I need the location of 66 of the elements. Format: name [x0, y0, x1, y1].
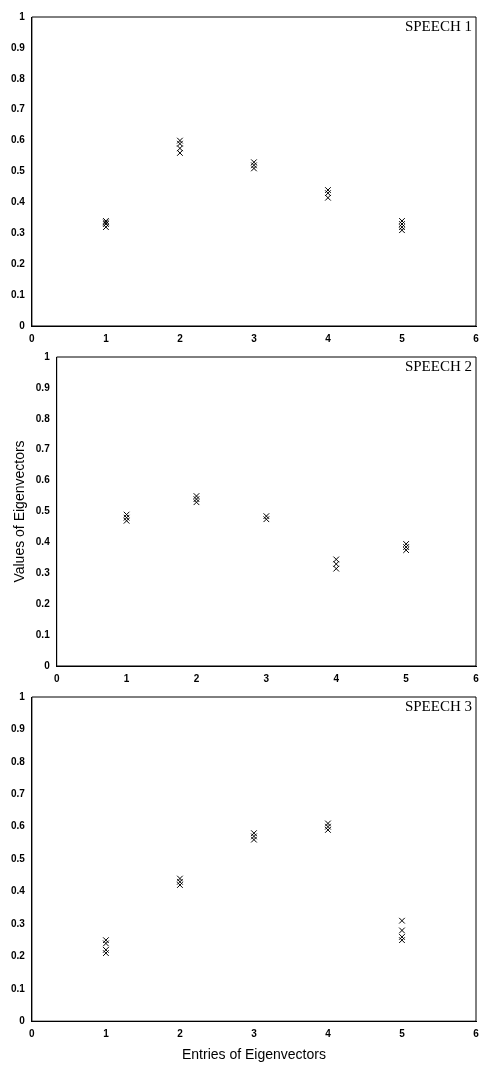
x-tick-label: 2 — [177, 332, 184, 344]
y-tick-label: 0 — [19, 319, 26, 331]
y-tick-label: 0.7 — [11, 103, 26, 115]
y-tick-label: 0.4 — [11, 196, 26, 208]
point — [263, 512, 270, 520]
y-tick-label: 1 — [19, 10, 26, 22]
x-tick-label: 1 — [103, 1027, 110, 1039]
annotation: SPEECH 3 — [404, 698, 472, 715]
point — [250, 833, 258, 840]
y-tick-label: 0.5 — [11, 165, 26, 177]
y-tick-label: 0.2 — [35, 597, 51, 609]
y-tick-label: 0.3 — [11, 227, 26, 239]
y-axis-title: Values of Eigenvectors — [11, 440, 28, 583]
y-tick-label: 0.4 — [11, 885, 26, 897]
y-tick-label: 0.8 — [11, 755, 26, 767]
y-tick-label: 0.1 — [11, 288, 26, 300]
x-tick-label: 6 — [473, 1027, 480, 1039]
annotation: SPEECH 2 — [404, 358, 472, 375]
y-tick-label: 0.6 — [11, 134, 26, 146]
y-tick-label: 1 — [44, 350, 51, 362]
y-tick-label: 0.6 — [35, 474, 51, 486]
y-tick-label: 0.8 — [11, 72, 26, 84]
point — [263, 515, 270, 523]
y-tick-label: 0.9 — [11, 41, 26, 53]
point — [176, 140, 184, 148]
x-tick-label: 5 — [399, 332, 406, 344]
y-tick-label: 0.3 — [35, 567, 51, 579]
x-tick-label: 6 — [473, 332, 480, 344]
y-tick-label: 0.4 — [35, 536, 51, 548]
point — [250, 161, 258, 169]
y-tick-label: 1 — [19, 690, 26, 702]
y-tick-label: 0.1 — [35, 628, 51, 640]
x-tick-label: 4 — [325, 1027, 332, 1039]
y-tick-label: 0.2 — [11, 950, 26, 962]
x-tick-label: 3 — [251, 1027, 258, 1039]
y-tick-label: 0.5 — [35, 505, 51, 517]
y-tick-label: 0 — [44, 659, 51, 671]
x-tick-label: 1 — [123, 672, 130, 684]
x-tick-label: 2 — [193, 672, 200, 684]
x-tick-label: 4 — [325, 332, 332, 344]
x-tick-label: 2 — [177, 1027, 184, 1039]
y-tick-label: 0.8 — [35, 412, 51, 424]
x-tick-label: 3 — [263, 672, 270, 684]
point — [193, 495, 200, 503]
y-tick-label: 0.7 — [35, 443, 51, 455]
x-tick-label: 4 — [333, 672, 340, 684]
y-tick-label: 0.7 — [11, 788, 26, 800]
y-tick-label: 0.6 — [11, 820, 26, 832]
y-tick-label: 0.9 — [35, 381, 51, 393]
y-tick-label: 0.1 — [11, 982, 26, 994]
point — [398, 917, 406, 925]
x-tick-label: 6 — [473, 672, 480, 684]
x-tick-label: 0 — [53, 672, 60, 684]
y-tick-label: 0 — [19, 1014, 26, 1026]
x-tick-label: 1 — [103, 332, 110, 344]
point — [332, 560, 340, 568]
y-tick-label: 0.9 — [11, 723, 26, 735]
x-tick-label: 3 — [251, 332, 258, 344]
y-tick-label: 0.5 — [11, 852, 26, 864]
x-axis-title: Entries of Eigenvectors — [181, 1046, 326, 1063]
y-tick-label: 0.3 — [11, 917, 26, 929]
x-tick-label: 5 — [403, 672, 410, 684]
y-tick-label: 0.2 — [11, 257, 26, 269]
x-tick-label: 5 — [399, 1027, 406, 1039]
annotation: SPEECH 1 — [404, 18, 472, 35]
point — [123, 514, 130, 522]
